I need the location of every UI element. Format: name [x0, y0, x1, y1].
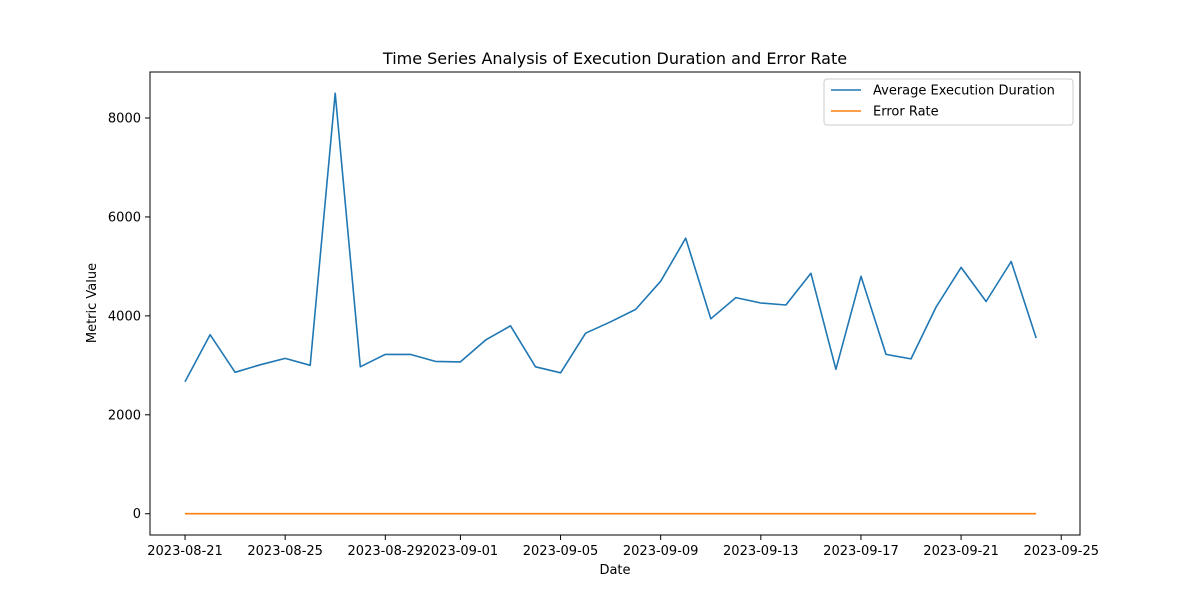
y-tick-label: 0 [133, 507, 141, 522]
x-axis-label: Date [599, 563, 630, 578]
y-tick-label: 8000 [108, 112, 141, 127]
legend-label-average-execution-duration: Average Execution Duration [873, 84, 1055, 99]
y-axis: 0 2000 4000 6000 8000 [108, 112, 150, 522]
series-line-average-execution-duration [184, 92, 1037, 383]
plot-area-frame [149, 71, 1081, 536]
legend: Average Execution Duration Error Rate [823, 78, 1074, 126]
x-tick-label: 2023-08-29 [348, 544, 424, 559]
x-tick-label: 2023-09-17 [823, 544, 899, 559]
y-tick-label: 4000 [108, 309, 141, 324]
x-axis: 2023-08-21 2023-08-25 2023-08-29 2023-09-01… [147, 535, 1099, 559]
x-tick-label: 2023-09-21 [923, 544, 999, 559]
y-tick-label: 6000 [108, 210, 141, 225]
legend-label-error-rate: Error Rate [873, 105, 939, 120]
y-axis-label: Metric Value [85, 263, 100, 343]
chart-title: Time Series Analysis of Execution Durati… [382, 49, 847, 68]
legend-box [823, 78, 1074, 126]
x-tick-label: 2023-08-21 [147, 544, 223, 559]
x-tick-label: 2023-09-05 [523, 544, 599, 559]
x-tick-label: 2023-09-09 [623, 544, 699, 559]
x-tick-label: 2023-09-25 [1023, 544, 1099, 559]
x-tick-label: 2023-09-01 [423, 544, 499, 559]
x-tick-label: 2023-08-25 [247, 544, 323, 559]
plot-lines [184, 92, 1037, 515]
y-tick-label: 2000 [108, 408, 141, 423]
x-tick-label: 2023-09-13 [723, 544, 799, 559]
